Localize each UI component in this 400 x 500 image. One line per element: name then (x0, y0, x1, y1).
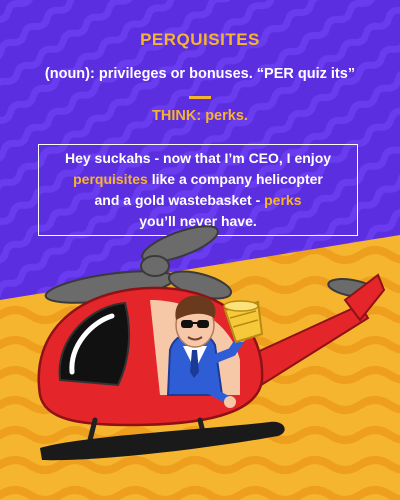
tail-fin (343, 273, 386, 322)
quote-line-1: Hey suckahs - now that I’m CEO, I enjoy (64, 150, 332, 166)
quote-highlight-perquisites: perquisites (73, 171, 148, 187)
divider (189, 96, 211, 99)
quote-text: Hey suckahs - now that I’m CEO, I enjoy … (65, 148, 331, 232)
gold-wastebasket-icon (223, 300, 264, 344)
quote-line-3: and a gold wastebasket - (94, 192, 265, 208)
ceo-pilot (166, 295, 247, 396)
landing-skid-bar (40, 421, 285, 461)
quote-highlight-perks: perks (264, 192, 302, 208)
definition: (noun): privileges or bonuses. “PER quiz… (44, 66, 356, 82)
mnemonic: THINK: perks. (152, 108, 248, 124)
vocab-word: PERQUISITES (140, 30, 260, 49)
cockpit-window (58, 301, 131, 387)
quote-line-2: like a company helicopter (147, 171, 323, 187)
sunglasses-icon (181, 320, 209, 328)
quote-box: Hey suckahs - now that I’m CEO, I enjoy … (38, 144, 358, 236)
quote-line-4: you’ll never have. (139, 213, 257, 229)
